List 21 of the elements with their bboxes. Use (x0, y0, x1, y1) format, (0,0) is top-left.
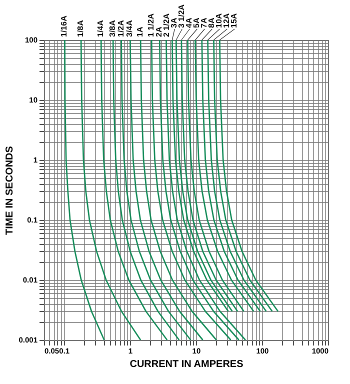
text: 5A (192, 18, 202, 28)
text: 1/8A (76, 20, 86, 37)
text: 1/2A (116, 20, 126, 37)
text: 1 1/2A (146, 13, 156, 37)
text: 2A (154, 26, 164, 37)
text: 4A (184, 18, 194, 28)
y-axis-title: TIME IN SECONDS (4, 146, 16, 235)
text: 2 1/2A (162, 13, 172, 37)
text: 10A (214, 13, 224, 28)
text: 1/4A (96, 20, 106, 37)
text: 3/4A (125, 20, 134, 37)
text: 3/8A (108, 20, 118, 37)
x-axis-title: CURRENT IN AMPERES (130, 359, 244, 370)
text: 3 1/2A (177, 4, 186, 28)
text: 8A (207, 18, 216, 28)
text: 3A (170, 18, 179, 28)
text: 12A (222, 13, 232, 28)
text: 1/16A (60, 15, 69, 37)
text: 1A (136, 26, 145, 37)
text: 15A (230, 13, 239, 28)
text: 7A (200, 18, 209, 28)
